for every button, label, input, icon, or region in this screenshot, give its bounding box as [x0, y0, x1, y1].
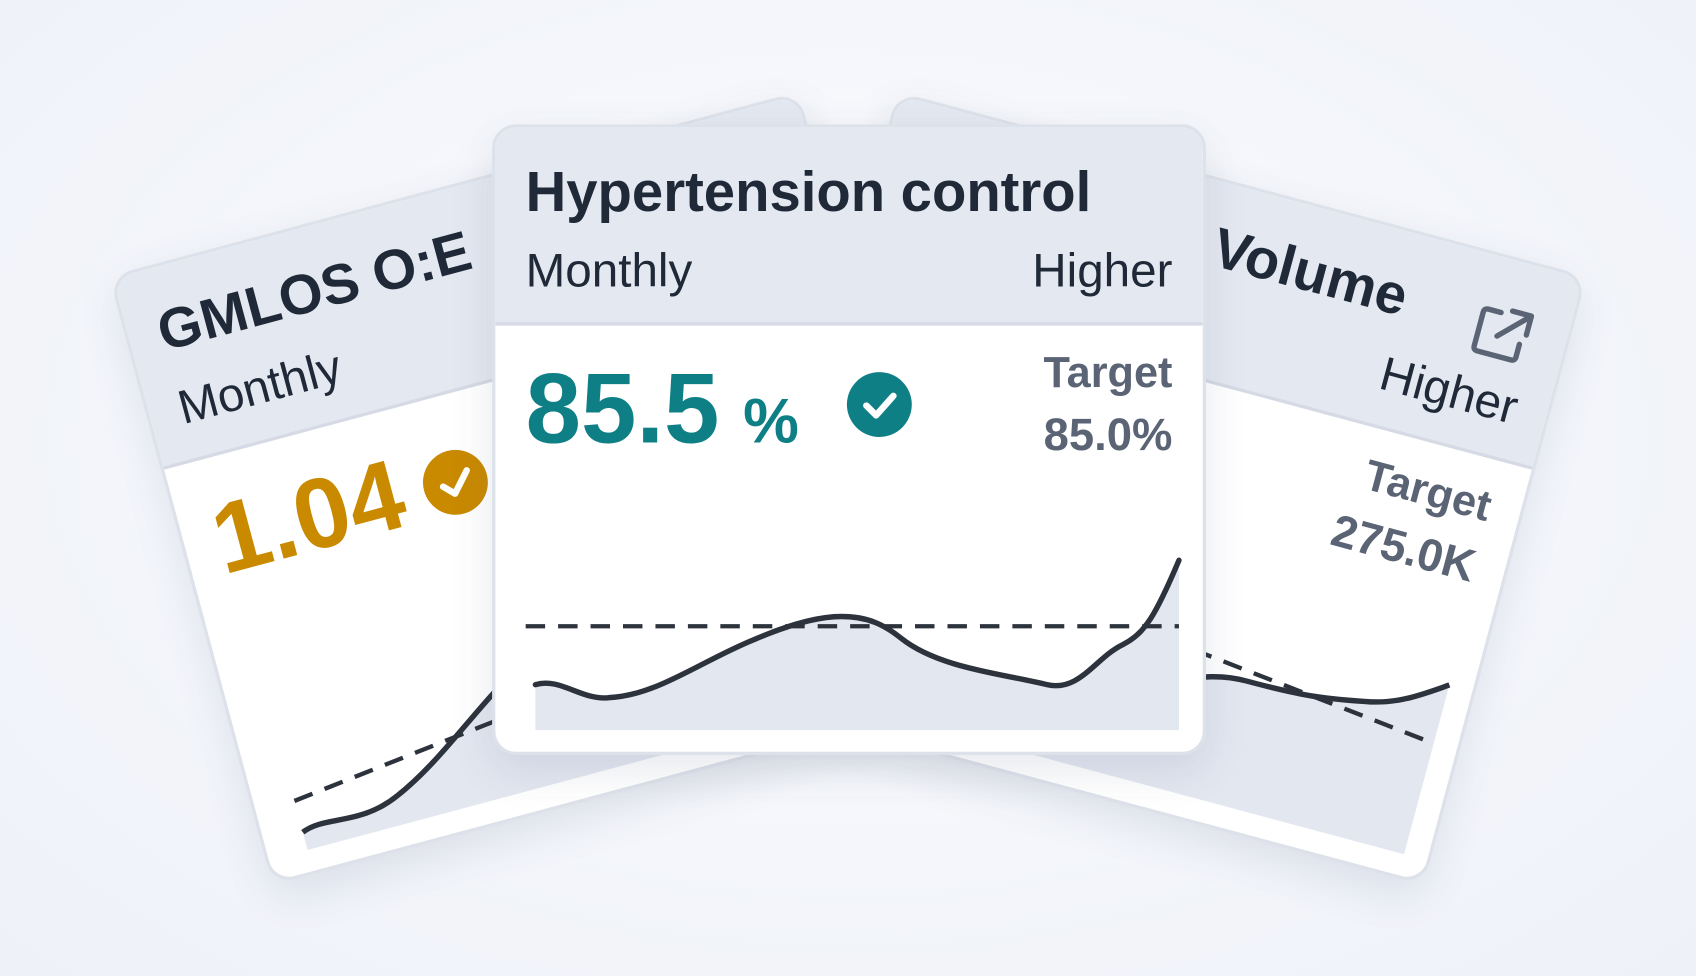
status-ok-icon	[422, 449, 488, 515]
target-value: 85.0%	[1043, 408, 1173, 460]
status-ok-icon	[846, 372, 912, 437]
open-link-icon[interactable]	[1463, 293, 1542, 372]
target-label: Target	[1043, 349, 1173, 397]
card-header	[495, 127, 1203, 326]
card-frequency: Monthly	[525, 244, 693, 298]
kpi-card[interactable]: Hypertension control Monthly Higher 85.5…	[492, 124, 1206, 755]
value-number: 85.5	[525, 353, 720, 465]
sparkline	[525, 557, 1182, 731]
card-direction: Higher	[1032, 244, 1173, 298]
value-unit: %	[743, 386, 799, 457]
card-value: 85.5%	[526, 353, 799, 467]
card-title: Hypertension control	[525, 161, 1092, 224]
